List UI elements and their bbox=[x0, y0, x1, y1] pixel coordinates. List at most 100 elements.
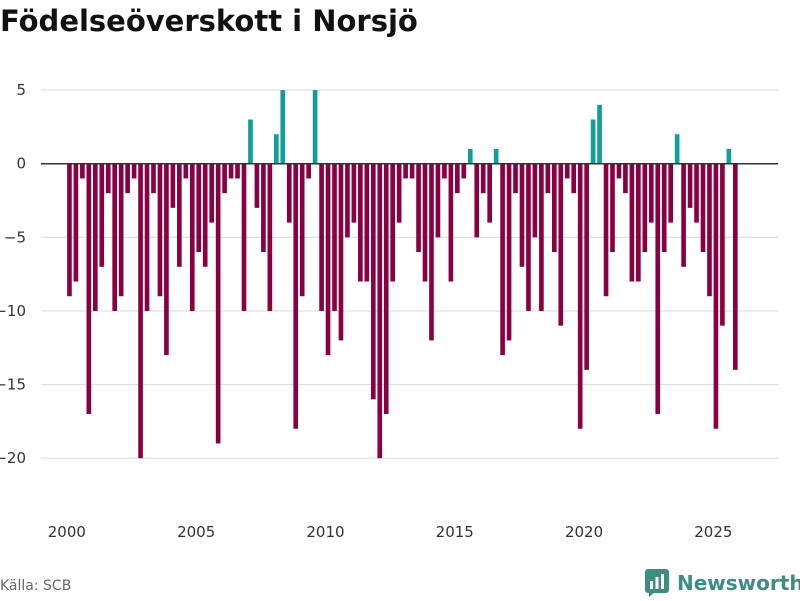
bar[interactable] bbox=[623, 163, 628, 194]
bar[interactable] bbox=[636, 163, 641, 282]
bar[interactable] bbox=[597, 104, 602, 164]
bar[interactable] bbox=[526, 163, 531, 311]
bar[interactable] bbox=[396, 163, 402, 223]
bar[interactable] bbox=[551, 163, 557, 253]
bar[interactable] bbox=[616, 163, 622, 179]
bar[interactable] bbox=[377, 163, 383, 459]
bar[interactable] bbox=[164, 163, 169, 356]
bar[interactable] bbox=[189, 163, 195, 311]
bar[interactable] bbox=[442, 163, 447, 179]
bar[interactable] bbox=[383, 163, 389, 415]
bar[interactable] bbox=[138, 163, 143, 459]
bar[interactable] bbox=[500, 163, 505, 356]
bar[interactable] bbox=[545, 163, 551, 194]
bar[interactable] bbox=[506, 163, 512, 341]
bar[interactable] bbox=[532, 163, 538, 238]
bar[interactable] bbox=[241, 163, 247, 311]
bar[interactable] bbox=[299, 163, 305, 297]
bar[interactable] bbox=[358, 163, 363, 282]
bar[interactable] bbox=[610, 163, 615, 253]
bar[interactable] bbox=[215, 163, 221, 444]
bar[interactable] bbox=[648, 163, 654, 223]
bar[interactable] bbox=[332, 163, 337, 311]
bar[interactable] bbox=[112, 163, 118, 311]
bar[interactable] bbox=[261, 163, 266, 253]
bar[interactable] bbox=[558, 163, 564, 326]
bar[interactable] bbox=[642, 163, 648, 253]
bar[interactable] bbox=[429, 163, 434, 341]
bar[interactable] bbox=[67, 163, 72, 297]
bar[interactable] bbox=[235, 163, 240, 179]
bar[interactable] bbox=[584, 163, 589, 370]
bar[interactable] bbox=[280, 90, 286, 164]
bar[interactable] bbox=[202, 163, 208, 267]
bar[interactable] bbox=[364, 163, 370, 282]
bar[interactable] bbox=[177, 163, 182, 267]
bar[interactable] bbox=[726, 148, 732, 164]
bar[interactable] bbox=[700, 163, 706, 253]
bar[interactable] bbox=[222, 163, 227, 194]
bar[interactable] bbox=[293, 163, 299, 429]
bar[interactable] bbox=[99, 163, 105, 267]
bar[interactable] bbox=[306, 163, 311, 179]
bar[interactable] bbox=[312, 90, 318, 164]
bar[interactable] bbox=[338, 163, 344, 341]
bar[interactable] bbox=[370, 163, 376, 400]
bar[interactable] bbox=[448, 163, 454, 282]
bar[interactable] bbox=[461, 163, 467, 179]
brand-logo[interactable]: Newsworthy bbox=[645, 568, 800, 598]
bar[interactable] bbox=[720, 163, 725, 326]
bar[interactable] bbox=[513, 163, 518, 194]
bar[interactable] bbox=[131, 163, 137, 179]
bar[interactable] bbox=[267, 163, 273, 311]
bar[interactable] bbox=[694, 163, 699, 223]
bar[interactable] bbox=[422, 163, 428, 282]
bar[interactable] bbox=[590, 119, 596, 164]
bar[interactable] bbox=[674, 134, 680, 164]
bar[interactable] bbox=[92, 163, 98, 311]
bar[interactable] bbox=[467, 148, 473, 164]
bar[interactable] bbox=[629, 163, 635, 282]
bar[interactable] bbox=[655, 163, 661, 415]
bar[interactable] bbox=[248, 119, 253, 164]
bar[interactable] bbox=[571, 163, 577, 194]
bar[interactable] bbox=[170, 163, 176, 208]
bar[interactable] bbox=[474, 163, 480, 238]
bar[interactable] bbox=[519, 163, 525, 267]
bar[interactable] bbox=[157, 163, 163, 297]
bar[interactable] bbox=[416, 163, 421, 253]
bar[interactable] bbox=[403, 163, 408, 179]
bar[interactable] bbox=[351, 163, 357, 223]
bar[interactable] bbox=[274, 134, 279, 164]
bar[interactable] bbox=[151, 163, 156, 194]
bar[interactable] bbox=[564, 163, 570, 179]
bar[interactable] bbox=[480, 163, 486, 194]
bar[interactable] bbox=[196, 163, 202, 253]
bar[interactable] bbox=[319, 163, 324, 311]
bar[interactable] bbox=[73, 163, 79, 282]
bar[interactable] bbox=[345, 163, 350, 238]
bar[interactable] bbox=[228, 163, 234, 179]
bar[interactable] bbox=[105, 163, 111, 194]
bar[interactable] bbox=[254, 163, 260, 208]
bar[interactable] bbox=[409, 163, 415, 179]
bar[interactable] bbox=[577, 163, 583, 429]
bar[interactable] bbox=[603, 163, 609, 297]
bar[interactable] bbox=[80, 163, 85, 179]
bar[interactable] bbox=[539, 163, 544, 311]
bar[interactable] bbox=[687, 163, 693, 208]
bar[interactable] bbox=[733, 163, 738, 370]
bar[interactable] bbox=[209, 163, 214, 223]
bar[interactable] bbox=[183, 163, 189, 179]
bar[interactable] bbox=[487, 163, 492, 223]
bar[interactable] bbox=[118, 163, 124, 297]
bar[interactable] bbox=[86, 163, 92, 415]
bar[interactable] bbox=[390, 163, 396, 282]
bar[interactable] bbox=[661, 163, 667, 253]
bar[interactable] bbox=[286, 163, 292, 223]
bar[interactable] bbox=[144, 163, 150, 311]
bar[interactable] bbox=[435, 163, 441, 238]
bar[interactable] bbox=[707, 163, 712, 297]
bar[interactable] bbox=[681, 163, 686, 267]
bar[interactable] bbox=[713, 163, 719, 429]
